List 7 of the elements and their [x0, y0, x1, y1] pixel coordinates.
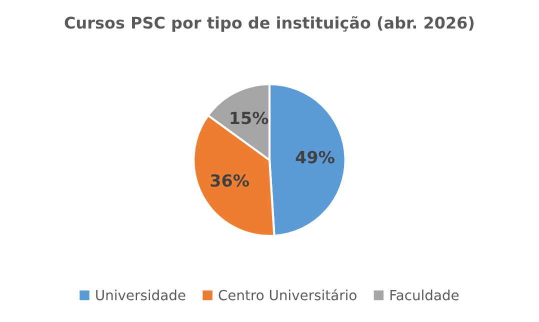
data-label: 36% — [210, 174, 250, 187]
data-label: 49% — [296, 150, 334, 164]
legend-label: Centro Universitário — [218, 289, 356, 300]
legend-label: Faculdade — [390, 290, 459, 300]
chart-title: Cursos PSC por tipo de instituição (abr. 2026) — [64, 16, 474, 32]
data-label: 15% — [230, 112, 268, 124]
legend-label: Universidade — [96, 290, 186, 300]
